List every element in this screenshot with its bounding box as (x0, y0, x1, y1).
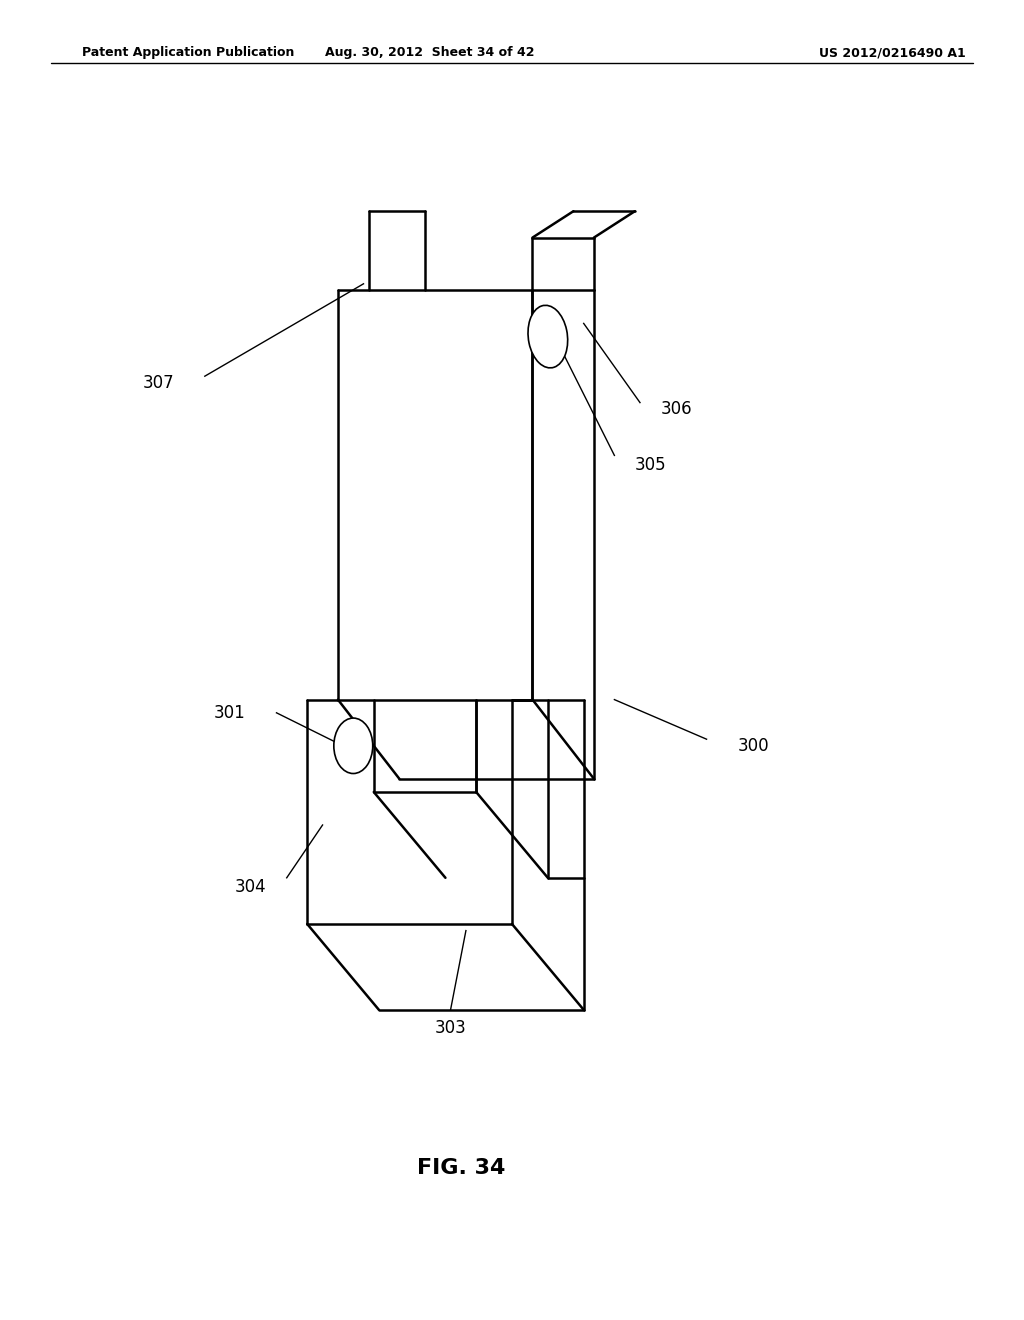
Text: 306: 306 (660, 400, 692, 418)
Text: 305: 305 (635, 455, 667, 474)
Text: 303: 303 (434, 1019, 467, 1038)
Text: FIG. 34: FIG. 34 (417, 1158, 505, 1179)
Text: Aug. 30, 2012  Sheet 34 of 42: Aug. 30, 2012 Sheet 34 of 42 (326, 46, 535, 59)
Text: 300: 300 (737, 737, 769, 755)
Ellipse shape (334, 718, 373, 774)
Text: Patent Application Publication: Patent Application Publication (82, 46, 294, 59)
Ellipse shape (528, 305, 567, 368)
Text: 301: 301 (214, 704, 246, 722)
Text: US 2012/0216490 A1: US 2012/0216490 A1 (819, 46, 966, 59)
Text: 307: 307 (142, 374, 174, 392)
Text: 304: 304 (234, 878, 266, 896)
